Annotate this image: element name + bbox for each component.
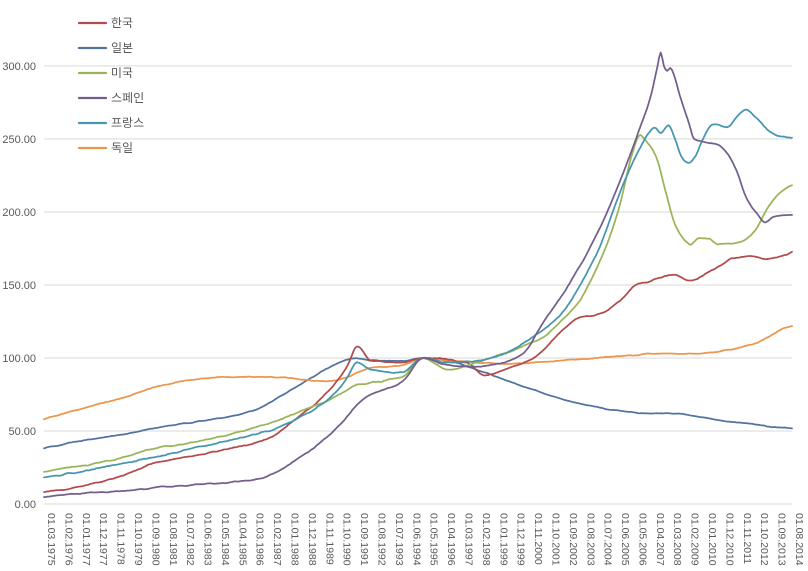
svg-text:01.08.2014: 01.08.2014: [793, 513, 805, 566]
svg-text:01.03.1986: 01.03.1986: [254, 513, 266, 566]
svg-text:01.05.1984: 01.05.1984: [219, 513, 231, 566]
svg-text:01.01.1988: 01.01.1988: [289, 513, 301, 566]
svg-text:01.08.1992: 01.08.1992: [376, 513, 388, 566]
svg-text:01.09.2002: 01.09.2002: [567, 513, 579, 566]
svg-text:01.10.1979: 01.10.1979: [132, 513, 144, 566]
svg-text:01.01.2010: 01.01.2010: [706, 513, 718, 566]
svg-text:01.05.1995: 01.05.1995: [428, 513, 440, 566]
svg-text:01.04.2007: 01.04.2007: [654, 513, 666, 566]
svg-text:01.04.1985: 01.04.1985: [236, 513, 248, 566]
svg-text:01.12.1999: 01.12.1999: [515, 513, 527, 566]
svg-text:01.09.2013: 01.09.2013: [776, 513, 788, 566]
svg-text:01.02.1998: 01.02.1998: [480, 513, 492, 566]
svg-text:01.10.1990: 01.10.1990: [341, 513, 353, 566]
svg-text:01.12.2010: 01.12.2010: [723, 513, 735, 566]
svg-text:01.12.1988: 01.12.1988: [306, 513, 318, 566]
svg-text:01.01.1977: 01.01.1977: [80, 513, 92, 566]
svg-text:01.02.1987: 01.02.1987: [271, 513, 283, 566]
svg-text:01.10.2001: 01.10.2001: [549, 513, 561, 566]
svg-text:01.07.2004: 01.07.2004: [602, 513, 614, 566]
svg-text:01.09.1980: 01.09.1980: [149, 513, 161, 566]
svg-text:01.07.1993: 01.07.1993: [393, 513, 405, 566]
svg-text:일본: 일본: [111, 39, 133, 56]
svg-text:50.00: 50.00: [8, 426, 36, 438]
svg-text:01.05.2006: 01.05.2006: [636, 513, 648, 566]
svg-text:0.00: 0.00: [15, 499, 36, 511]
svg-text:한국: 한국: [111, 14, 133, 31]
svg-text:01.04.1996: 01.04.1996: [445, 513, 457, 566]
svg-text:01.03.2008: 01.03.2008: [671, 513, 683, 566]
svg-text:01.11.1989: 01.11.1989: [323, 513, 335, 565]
svg-text:01.10.2012: 01.10.2012: [758, 513, 770, 566]
svg-text:01.08.1981: 01.08.1981: [167, 513, 179, 566]
svg-text:01.06.2005: 01.06.2005: [619, 513, 631, 566]
svg-text:미국: 미국: [111, 64, 133, 81]
svg-text:01.07.1982: 01.07.1982: [184, 513, 196, 566]
svg-text:01.11.2011: 01.11.2011: [741, 513, 753, 564]
svg-text:01.06.1994: 01.06.1994: [410, 513, 422, 566]
svg-text:01.11.2000: 01.11.2000: [532, 513, 544, 565]
svg-text:01.03.1975: 01.03.1975: [45, 513, 57, 566]
svg-text:01.08.2003: 01.08.2003: [584, 513, 596, 566]
svg-text:01.03.1997: 01.03.1997: [462, 513, 474, 566]
svg-text:프랑스: 프랑스: [111, 114, 144, 131]
svg-text:200.00: 200.00: [2, 207, 36, 219]
svg-text:독일: 독일: [111, 139, 133, 156]
svg-text:01.09.1991: 01.09.1991: [358, 513, 370, 566]
svg-text:100.00: 100.00: [2, 353, 36, 365]
svg-text:01.06.1983: 01.06.1983: [202, 513, 214, 566]
svg-text:01.01.1999: 01.01.1999: [497, 513, 509, 566]
svg-text:150.00: 150.00: [2, 280, 36, 292]
svg-text:01.12.1977: 01.12.1977: [97, 513, 109, 566]
svg-text:01.02.1976: 01.02.1976: [62, 513, 74, 566]
svg-text:스페인: 스페인: [111, 89, 144, 106]
svg-text:01.02.2009: 01.02.2009: [689, 513, 701, 566]
svg-text:250.00: 250.00: [2, 134, 36, 146]
svg-text:300.00: 300.00: [2, 61, 36, 73]
svg-text:01.11.1978: 01.11.1978: [115, 513, 127, 565]
